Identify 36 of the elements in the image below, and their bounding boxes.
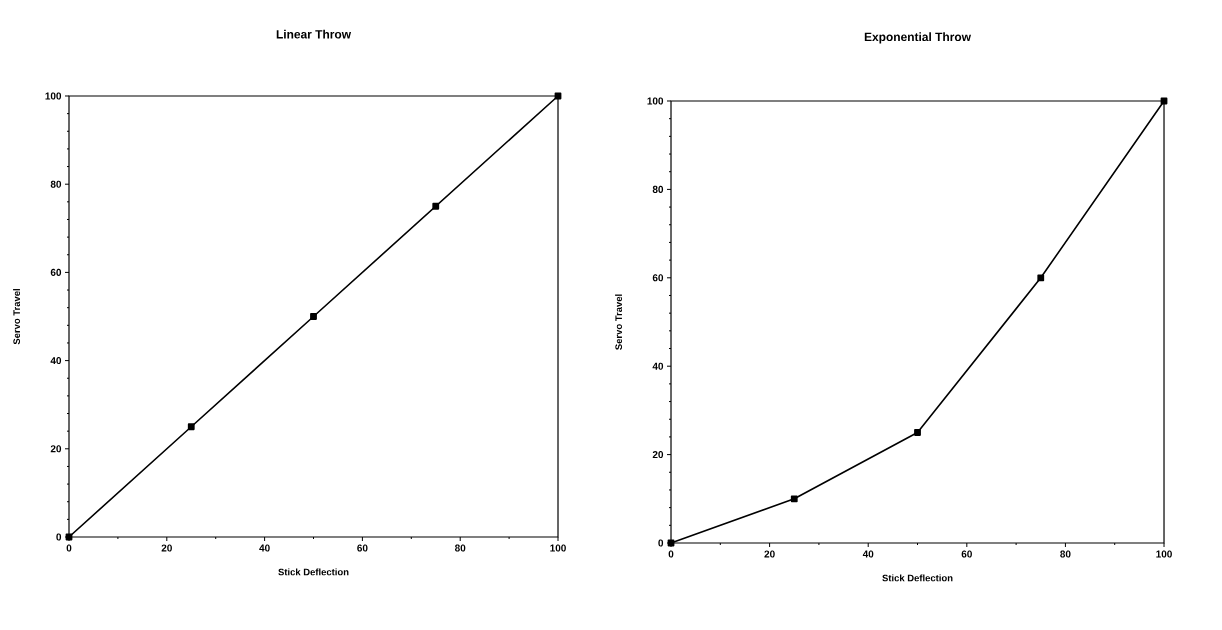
y-tick-label: 100 — [647, 97, 664, 105]
y-tick-label: 0 — [56, 533, 62, 541]
y-tick-label: 60 — [652, 274, 664, 282]
y-tick-label: 80 — [652, 185, 664, 193]
y-tick-label: 20 — [50, 445, 62, 453]
x-tick-label: 20 — [161, 544, 172, 552]
chart-title: Linear Throw — [276, 29, 352, 39]
x-tick-label: 20 — [764, 550, 775, 558]
point — [432, 202, 440, 210]
y-axis-title: Servo Travel — [13, 289, 21, 345]
x-axis-title: Stick Deflection — [882, 574, 953, 582]
y-tick-label: 40 — [652, 362, 664, 370]
x-tick-label: 80 — [1060, 550, 1071, 558]
y-tick-label: 80 — [50, 180, 62, 188]
x-tick-label: 60 — [357, 544, 368, 552]
y-tick-label: 100 — [45, 92, 62, 100]
x-tick-label: 40 — [259, 544, 270, 552]
point — [790, 495, 798, 503]
x-tick-label: 100 — [550, 544, 566, 552]
x-tick-label: 0 — [66, 544, 72, 552]
x-axis-title: Stick Deflection — [278, 568, 349, 576]
point — [1037, 274, 1045, 282]
x-tick-label: 100 — [1156, 550, 1172, 558]
point — [914, 429, 921, 436]
x-tick-label: 40 — [862, 550, 874, 558]
x-tick-label: 60 — [961, 550, 972, 558]
y-tick-label: 0 — [658, 539, 664, 547]
chart-title: Exponential Throw — [864, 32, 972, 44]
y-tick-label: 40 — [50, 357, 62, 365]
x-tick-label: 0 — [668, 550, 674, 558]
point — [187, 423, 195, 431]
x-tick-label: 80 — [454, 544, 466, 552]
y-tick-label: 60 — [50, 268, 62, 276]
point — [310, 313, 317, 320]
y-axis-title: Servo Travel — [615, 294, 623, 350]
y-tick-label: 20 — [652, 451, 664, 459]
